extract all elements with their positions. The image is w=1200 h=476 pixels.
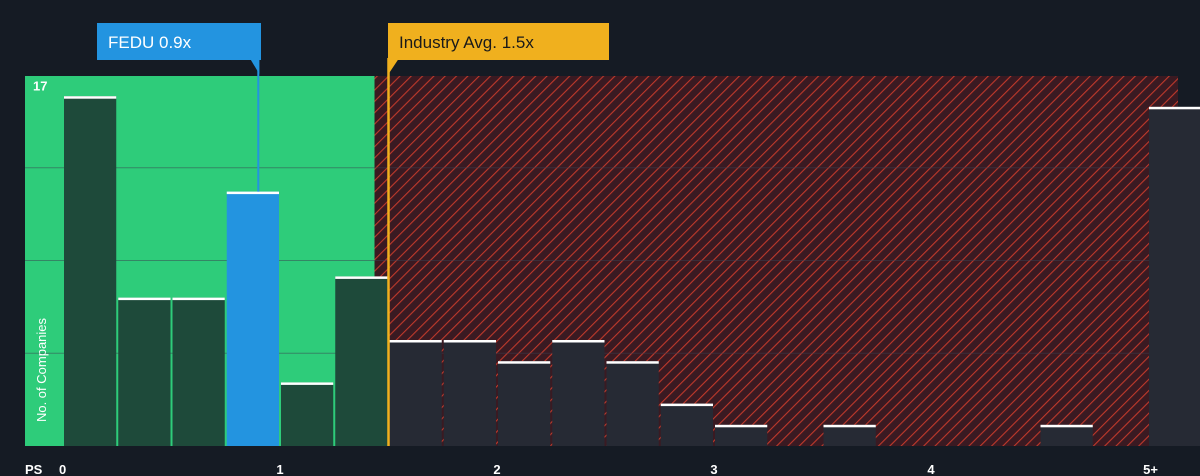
bar-cap-5 (335, 276, 388, 279)
industry-callout-label: Industry Avg. 1.5x (399, 33, 534, 52)
bar-cap-0 (64, 96, 117, 99)
bar-9 (552, 340, 605, 446)
bar-cap-9 (552, 340, 605, 343)
x-tick-2: 2 (493, 462, 500, 476)
bar-cap-10 (606, 361, 659, 364)
bar-cap-4 (281, 382, 334, 385)
y-tick-17: 17 (33, 79, 47, 94)
company-callout-label: FEDU 0.9x (108, 33, 192, 52)
x-tick-0: 0 (59, 462, 66, 476)
y-axis-label: No. of Companies (34, 317, 49, 422)
bar-2 (172, 297, 225, 446)
company-callout (97, 23, 261, 60)
bar-15 (1149, 106, 1200, 447)
bar-4 (281, 382, 334, 446)
x-tick-5+: 5+ (1143, 462, 1158, 476)
x-tick-3: 3 (710, 462, 717, 476)
bar-cap-12 (715, 424, 768, 428)
bar-company-bin (226, 191, 279, 446)
x-tick-1: 1 (276, 462, 283, 476)
bar-cap-7 (443, 340, 496, 343)
bar-cap-11 (660, 403, 713, 407)
bar-cap-14 (1040, 424, 1093, 428)
bar-cap-6 (389, 340, 442, 343)
bar-cap-1 (118, 297, 171, 301)
bar-11 (660, 403, 713, 446)
bar-cap-8 (498, 361, 551, 364)
bar-14 (1040, 424, 1093, 446)
industry-callout-pointer (388, 59, 399, 74)
industry-callout (388, 23, 609, 60)
bar-8 (498, 361, 551, 446)
company-callout-pointer (250, 59, 260, 74)
bar-13 (823, 424, 876, 446)
bar-5 (335, 276, 388, 446)
bar-6 (389, 340, 442, 446)
bar-0 (64, 96, 117, 446)
bar-1 (118, 297, 171, 446)
bar-10 (606, 361, 659, 446)
x-tick-4: 4 (927, 462, 935, 476)
x-axis-label: PS (25, 462, 43, 476)
bar-cap-2 (172, 297, 225, 301)
bar-7 (443, 340, 496, 446)
bar-cap-13 (823, 424, 876, 428)
bar-12 (715, 424, 768, 446)
bar-cap-15 (1149, 106, 1200, 110)
bar-cap-3 (226, 191, 279, 195)
